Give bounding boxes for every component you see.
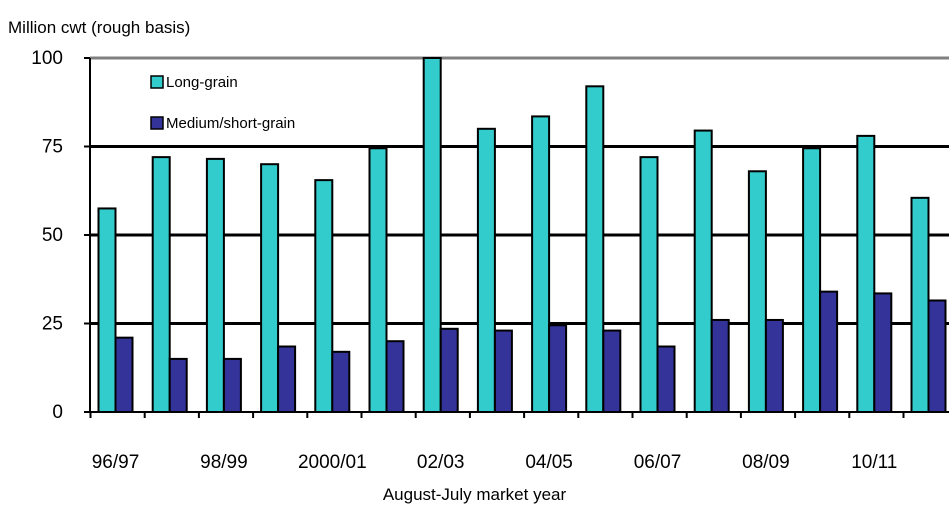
bar-medium-short-grain xyxy=(114,336,134,413)
bar-medium-short-grain xyxy=(710,318,730,413)
bar-medium-short-grain xyxy=(277,345,297,414)
bar-medium-short-grain xyxy=(331,350,351,414)
x-tick-label: 98/99 xyxy=(200,452,248,473)
legend-swatch xyxy=(150,116,164,130)
legend-swatch xyxy=(150,75,164,89)
bar-medium-short-grain xyxy=(548,324,568,413)
bar-medium-short-grain xyxy=(764,318,784,413)
bar-medium-short-grain xyxy=(819,290,839,414)
bar-long-grain xyxy=(531,115,551,413)
bar-long-grain xyxy=(585,85,605,413)
bar-medium-short-grain xyxy=(927,299,947,413)
bar-long-grain xyxy=(476,127,496,414)
legend-label: Medium/short-grain xyxy=(166,115,295,132)
bar-medium-short-grain xyxy=(222,357,242,413)
x-tick-label: 10/11 xyxy=(851,452,897,473)
x-tick-label: 06/07 xyxy=(634,452,682,473)
bar-long-grain xyxy=(639,156,659,413)
bar-medium-short-grain xyxy=(439,327,459,413)
x-tick-label: 08/09 xyxy=(742,452,790,473)
bar-medium-short-grain xyxy=(385,340,405,414)
bar-long-grain xyxy=(368,147,388,414)
y-axis-title: Million cwt (rough basis) xyxy=(8,18,191,37)
bar-long-grain xyxy=(910,196,930,413)
x-tick-label: 04/05 xyxy=(525,452,573,473)
x-tick-label: 02/03 xyxy=(417,452,465,473)
bar-long-grain xyxy=(802,147,822,414)
y-tick-label: 25 xyxy=(42,314,63,335)
bar-long-grain xyxy=(693,129,713,413)
bar-medium-short-grain xyxy=(873,292,893,413)
bar-medium-short-grain xyxy=(656,345,676,414)
y-tick-label: 50 xyxy=(42,225,63,246)
bar-long-grain xyxy=(422,57,442,413)
bar-medium-short-grain xyxy=(493,329,513,413)
bar-medium-short-grain xyxy=(168,357,188,413)
x-axis-title: August-July market year xyxy=(382,485,567,504)
legend-label: Long-grain xyxy=(166,74,238,91)
bar-long-grain xyxy=(205,157,225,413)
bar-long-grain xyxy=(97,207,117,413)
bar-long-grain xyxy=(856,134,876,413)
y-tick-label: 75 xyxy=(42,137,63,158)
x-tick-label: 2000/01 xyxy=(298,452,367,473)
y-tick-label: 100 xyxy=(31,48,63,69)
y-tick-label: 0 xyxy=(52,402,63,423)
bar-long-grain xyxy=(260,163,280,413)
bar-long-grain xyxy=(151,156,171,413)
bar-long-grain xyxy=(314,179,334,413)
x-tick-label: 96/97 xyxy=(92,452,140,473)
bar-long-grain xyxy=(747,170,767,413)
bar-medium-short-grain xyxy=(602,329,622,413)
